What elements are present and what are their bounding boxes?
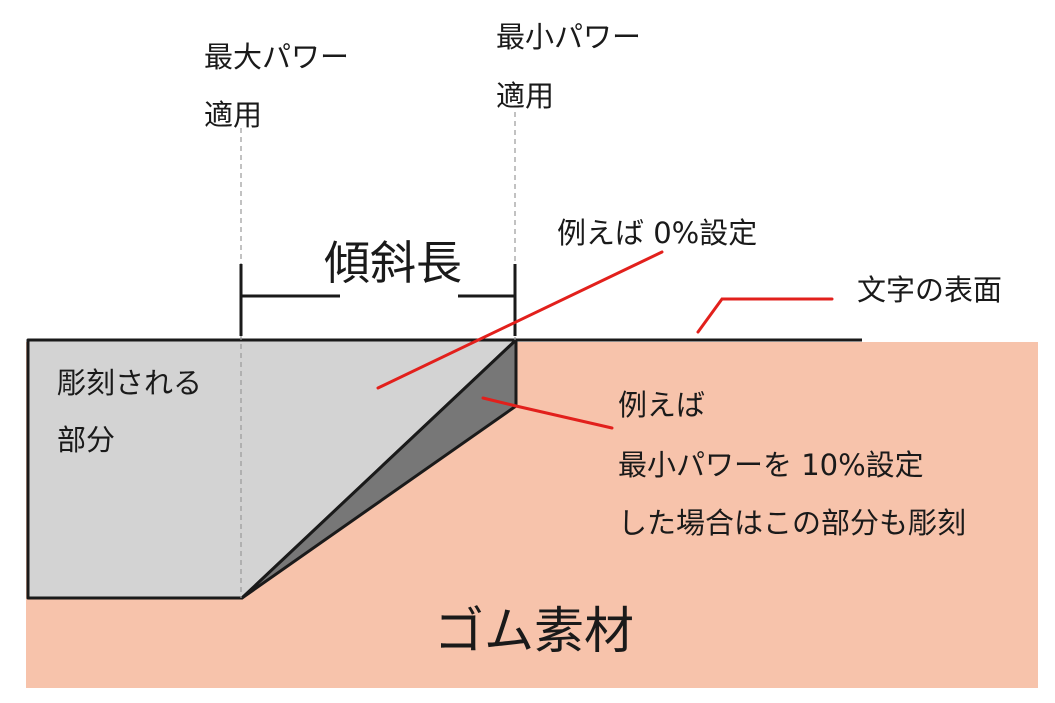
ten-setting-label-line3: した場合はこの部分も彫刻 [618, 506, 966, 540]
zero-setting-label: 例えば 0%設定 [557, 216, 757, 250]
text-surface-leader [696, 297, 834, 334]
min-power-label-line2: 適用 [496, 79, 554, 113]
slope-length-label: 傾斜長 [324, 236, 462, 290]
text-surface-label: 文字の表面 [857, 273, 1002, 307]
min-power-slope-region [240, 338, 518, 600]
engraved-part-label-line2: 部分 [57, 423, 115, 457]
leader-lines [376, 250, 834, 430]
max-power-label-line1: 最大パワー [204, 40, 349, 74]
ten-setting-label-line2: 最小パワーを 10%設定 [618, 448, 924, 482]
min-power-label-line1: 最小パワー [496, 20, 641, 54]
zero-setting-leader [376, 250, 664, 390]
rubber-material-label: ゴム素材 [434, 602, 634, 660]
max-power-label-line2: 適用 [204, 98, 262, 132]
ten-setting-label-line1: 例えば [618, 388, 705, 422]
ten-setting-leader [481, 396, 614, 430]
engraved-part-label-line1: 彫刻される [57, 366, 202, 400]
